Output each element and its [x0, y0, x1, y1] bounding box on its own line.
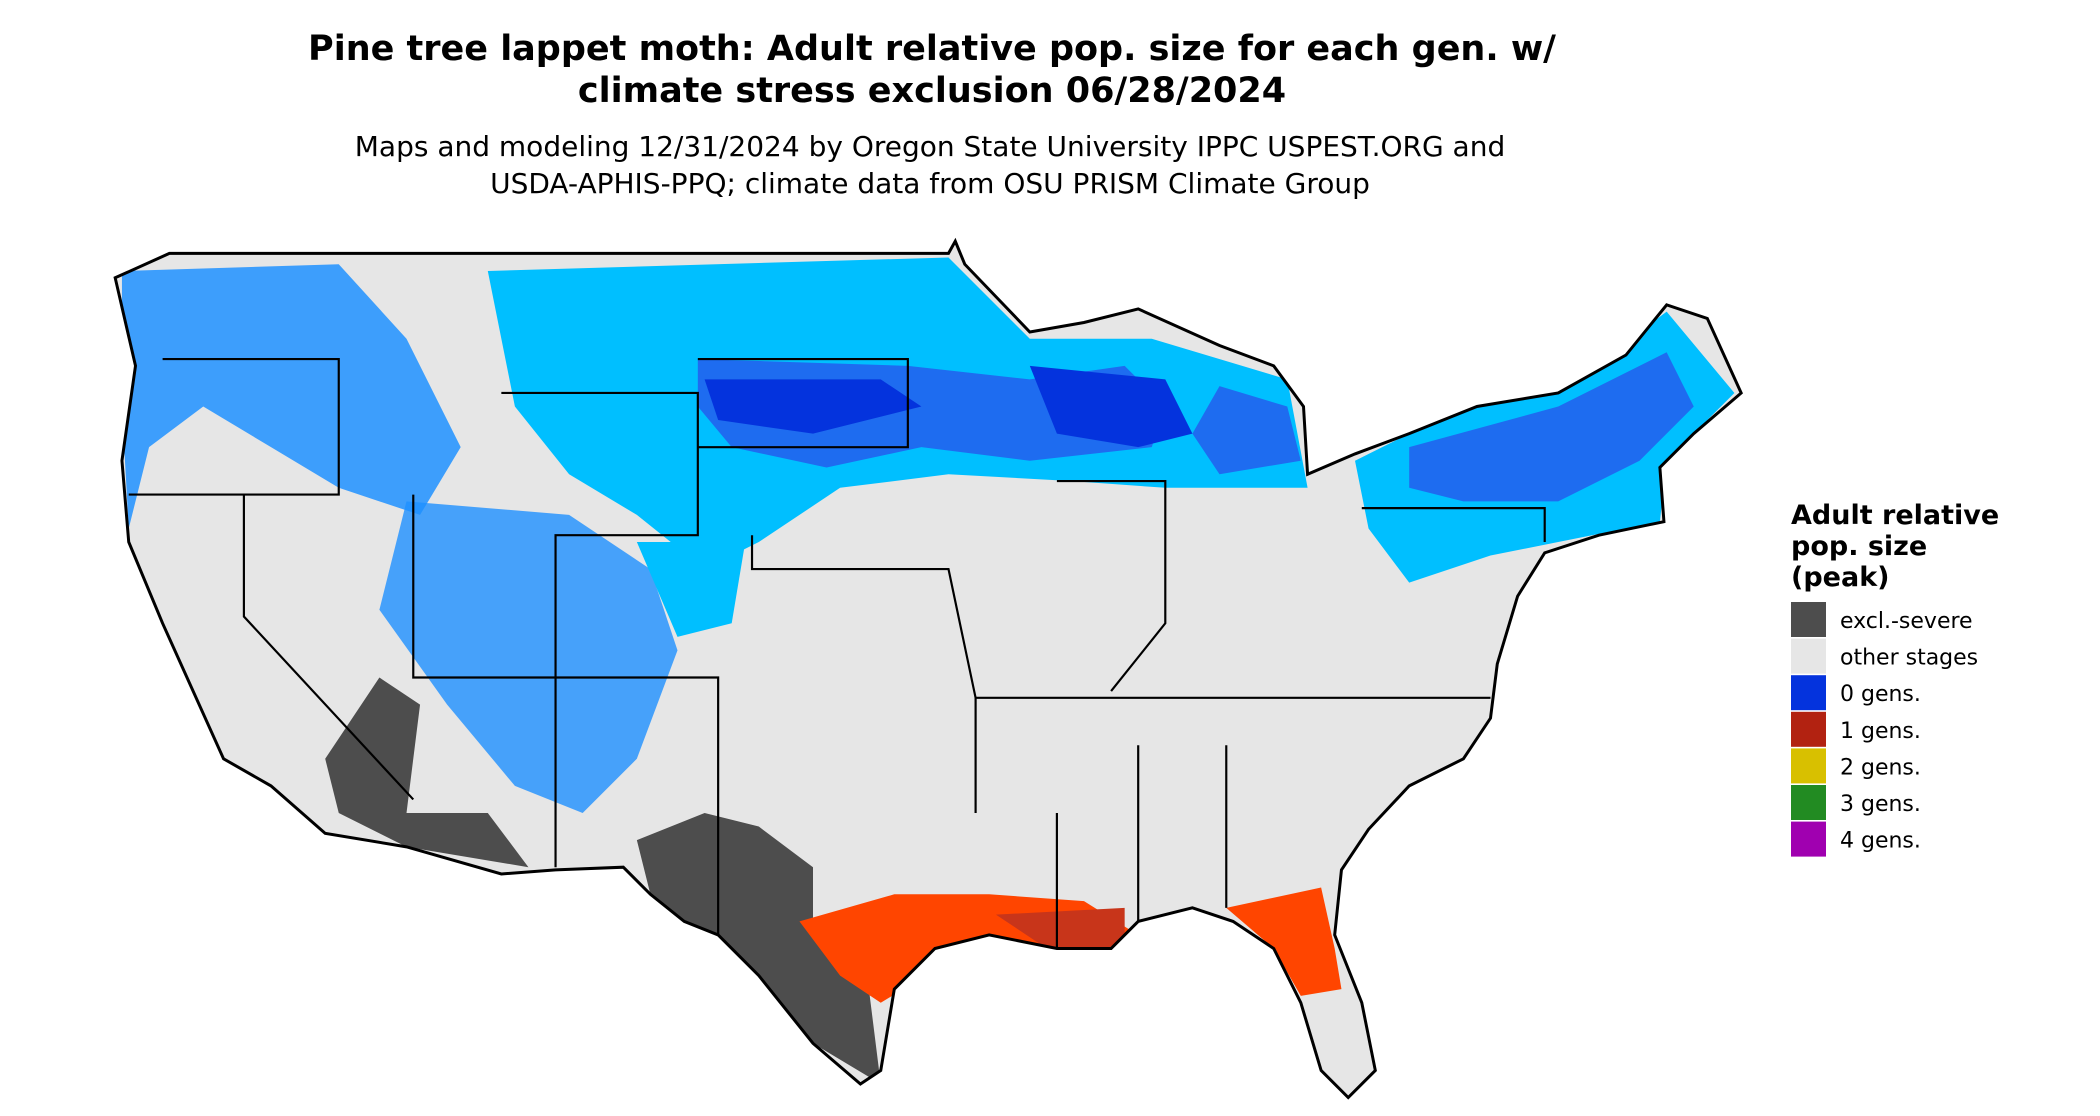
legend-title: pop. size — [1791, 531, 1927, 562]
legend-label: other stages — [1840, 646, 1978, 671]
legend-swatch — [1791, 748, 1826, 784]
legend-title: Adult relative — [1791, 500, 1999, 531]
legend-swatch — [1791, 821, 1826, 857]
legend-swatch — [1791, 638, 1826, 674]
legend-label: 2 gens. — [1840, 755, 1921, 780]
legend-label: excl.-severe — [1840, 609, 1973, 634]
legend-swatch — [1791, 602, 1826, 637]
legend-swatch — [1791, 711, 1826, 747]
legend-label: 3 gens. — [1840, 792, 1921, 817]
legend-swatch — [1791, 785, 1826, 820]
legend-title: (peak) — [1791, 562, 1890, 593]
legend-label: 0 gens. — [1840, 682, 1921, 707]
legend-swatch — [1791, 675, 1826, 711]
subtitle: Maps and modeling 12/31/2024 by Oregon S… — [355, 130, 1506, 163]
legend: excl.-severe other stages 0 gens. 1 gens. 2 … — [1791, 602, 1978, 857]
title: climate stress exclusion 06/28/2024 — [578, 71, 1286, 111]
legend-label: 1 gens. — [1840, 719, 1921, 744]
subtitle: USDA-APHIS-PPQ; climate data from OSU PR… — [490, 167, 1370, 200]
legend-label: 4 gens. — [1840, 829, 1921, 854]
map — [113, 239, 1743, 1100]
title: Pine tree lappet moth: Adult relative po… — [308, 29, 1556, 69]
